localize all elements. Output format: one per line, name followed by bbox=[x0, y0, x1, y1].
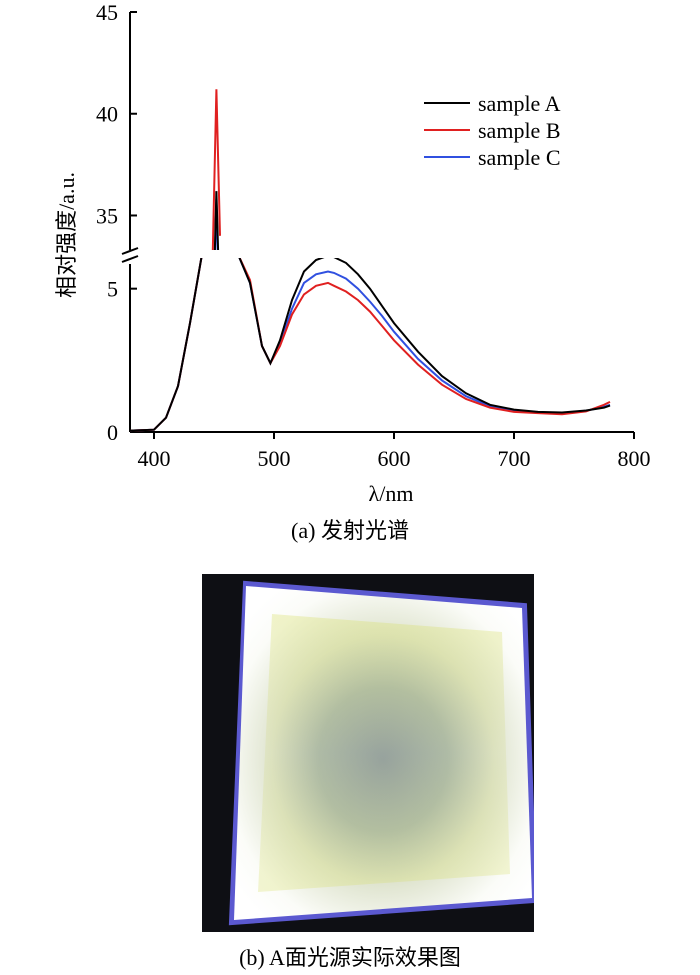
y-tick-label: 35 bbox=[96, 203, 118, 228]
x-tick-label: 800 bbox=[618, 446, 651, 471]
y-tick-label: 40 bbox=[96, 102, 118, 127]
series-peak-sample-b bbox=[211, 89, 221, 250]
axis-break-mark bbox=[121, 255, 139, 263]
series-line-sample-c bbox=[129, 258, 611, 432]
axis-break-mark bbox=[121, 247, 139, 255]
light-source-photo bbox=[202, 574, 534, 932]
legend-label: sample A bbox=[478, 91, 561, 116]
x-tick-label: 600 bbox=[378, 446, 411, 471]
y-tick-label: 0 bbox=[107, 420, 118, 445]
x-axis-title: λ/nm bbox=[369, 481, 414, 506]
x-tick-label: 400 bbox=[138, 446, 171, 471]
caption-a: (a) 发射光谱 bbox=[291, 518, 409, 543]
panel-tint bbox=[258, 614, 510, 892]
y-axis-title: 相对强度/a.u. bbox=[54, 172, 79, 298]
series-layer bbox=[129, 89, 611, 432]
axes bbox=[121, 11, 635, 439]
series-peak-sample-a bbox=[213, 191, 220, 250]
labels-layer: 400 500 600 700 800 0 5 35 40 45 λ/nm 相对强度/a.u. bbox=[54, 0, 651, 506]
panel-edge-glow bbox=[228, 580, 534, 926]
series-line-sample-a bbox=[129, 258, 611, 432]
legend-label: sample C bbox=[478, 145, 561, 170]
y-tick-label: 45 bbox=[96, 0, 118, 25]
y-tick-label: 5 bbox=[107, 277, 118, 302]
x-tick-label: 700 bbox=[498, 446, 531, 471]
emission-spectrum-chart: 400 500 600 700 800 0 5 35 40 45 λ/nm 相对强度/a.u. sam… bbox=[54, 0, 651, 506]
series-line-sample-b bbox=[129, 258, 611, 432]
caption-b: (b) A面光源实际效果图 bbox=[239, 945, 461, 970]
x-tick-label: 500 bbox=[258, 446, 291, 471]
legend-label: sample B bbox=[478, 118, 561, 143]
